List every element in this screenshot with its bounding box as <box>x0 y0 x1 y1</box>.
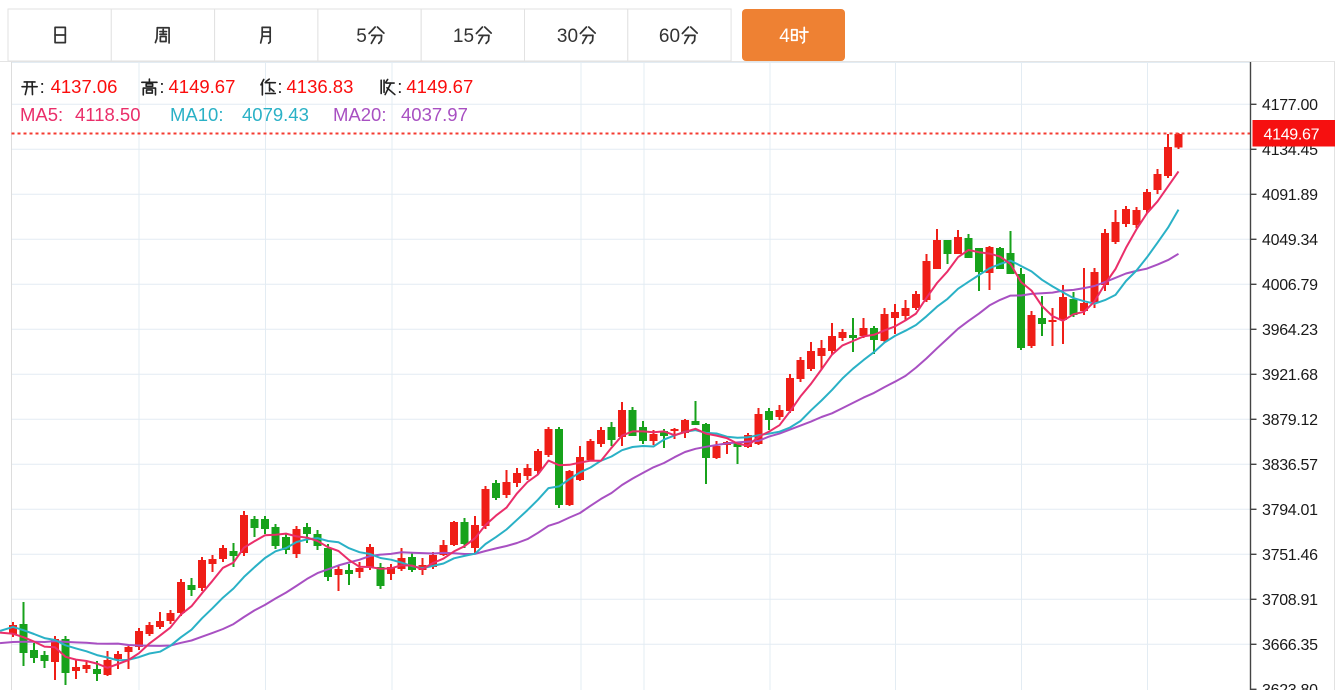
svg-text:4149.67: 4149.67 <box>169 76 236 97</box>
svg-text::: : <box>397 76 402 97</box>
svg-text:4091.89: 4091.89 <box>1262 187 1318 204</box>
svg-text:15: 15 <box>453 26 474 47</box>
svg-text:4006.79: 4006.79 <box>1262 277 1318 294</box>
svg-text:4079.43: 4079.43 <box>242 104 309 125</box>
svg-text::: : <box>40 76 45 97</box>
svg-text:3836.57: 3836.57 <box>1262 457 1318 474</box>
svg-text:4149.67: 4149.67 <box>1264 127 1320 144</box>
svg-text:60: 60 <box>659 26 680 47</box>
svg-text:4049.34: 4049.34 <box>1262 232 1318 249</box>
svg-text:3921.68: 3921.68 <box>1262 367 1318 384</box>
svg-text:3879.12: 3879.12 <box>1262 412 1318 429</box>
svg-text:3751.46: 3751.46 <box>1262 547 1318 564</box>
svg-text:MA20:: MA20: <box>333 104 386 125</box>
svg-text:3964.23: 3964.23 <box>1262 322 1318 339</box>
svg-text:30: 30 <box>557 26 578 47</box>
svg-text::: : <box>277 76 282 97</box>
svg-text:3708.91: 3708.91 <box>1262 592 1318 609</box>
svg-text:4: 4 <box>779 26 790 47</box>
svg-text:3666.35: 3666.35 <box>1262 637 1318 654</box>
svg-text::: : <box>159 76 164 97</box>
svg-text:4137.06: 4137.06 <box>51 76 118 97</box>
svg-text:MA5:: MA5: <box>20 104 63 125</box>
svg-text:3623.80: 3623.80 <box>1262 682 1318 690</box>
svg-text:MA10:: MA10: <box>170 104 223 125</box>
svg-text:5: 5 <box>356 26 367 47</box>
svg-text:4037.97: 4037.97 <box>401 104 468 125</box>
svg-text:3794.01: 3794.01 <box>1262 502 1318 519</box>
svg-text:4136.83: 4136.83 <box>287 76 354 97</box>
svg-text:4118.50: 4118.50 <box>75 104 141 125</box>
svg-text:4177.00: 4177.00 <box>1262 97 1318 114</box>
svg-text:4149.67: 4149.67 <box>406 76 473 97</box>
